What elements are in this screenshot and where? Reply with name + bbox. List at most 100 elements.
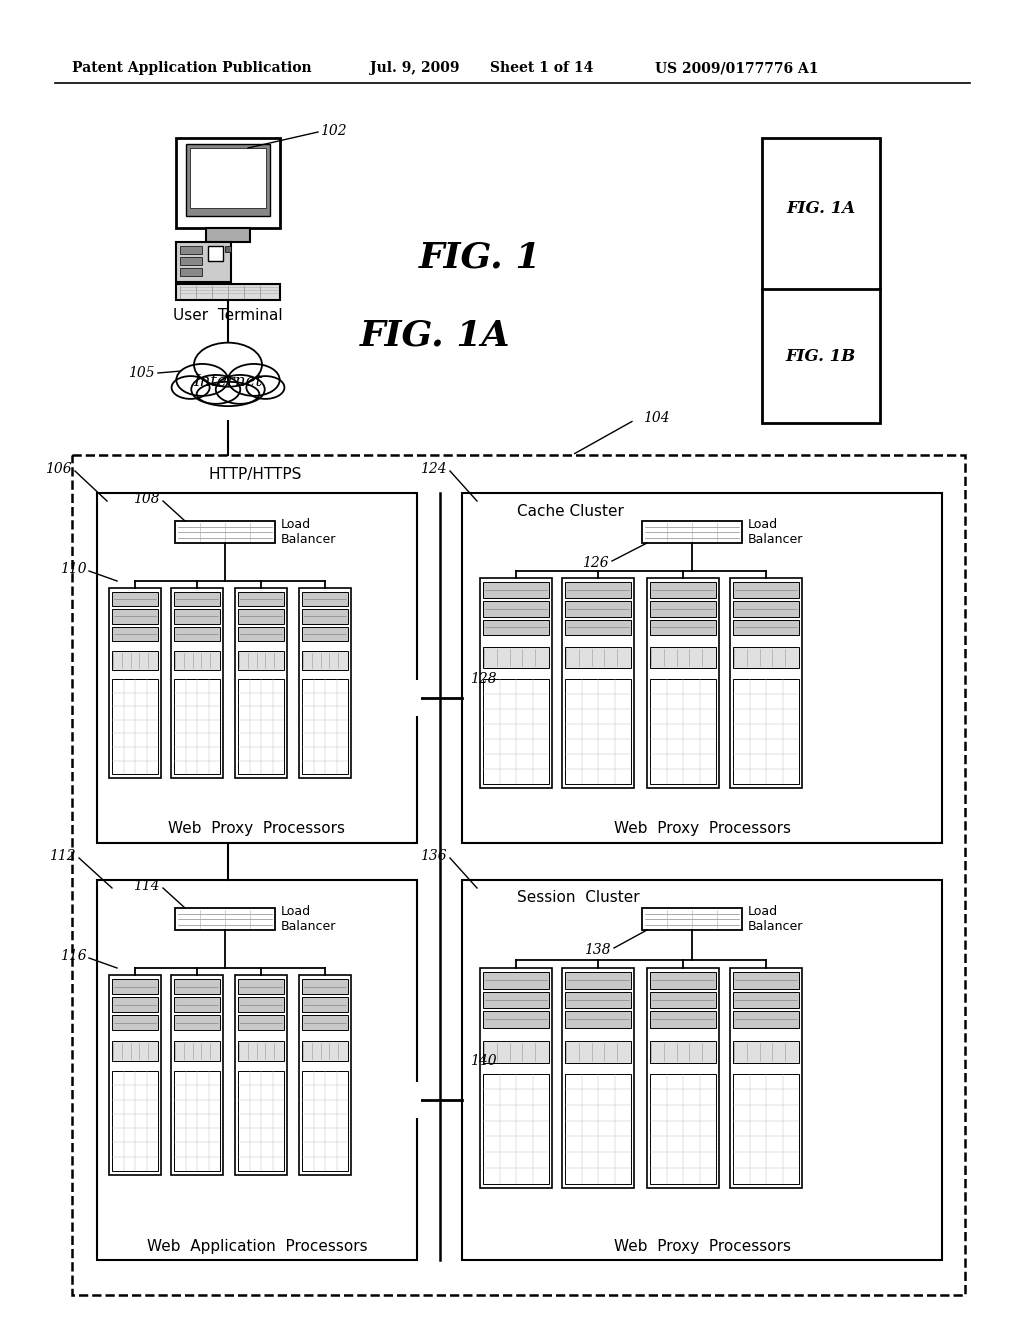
Text: Sheet 1 of 14: Sheet 1 of 14 [490,61,593,75]
Bar [302,979,348,994]
Bar [302,1071,348,1171]
Text: 126: 126 [583,556,609,570]
Bar [174,1015,220,1030]
Bar [302,651,348,669]
Text: 106: 106 [45,462,72,477]
Bar [302,627,348,640]
Text: Web  Application  Processors: Web Application Processors [146,1238,368,1254]
Bar [112,680,158,775]
Bar [483,678,549,784]
Bar [72,455,965,1295]
Text: 124: 124 [421,462,447,477]
Bar [176,242,231,282]
Bar [480,578,552,788]
Bar [238,591,284,606]
Text: 136: 136 [421,849,447,863]
Bar [238,1015,284,1030]
Bar [565,1011,631,1027]
Text: 138: 138 [585,942,611,957]
Text: 104: 104 [643,411,670,425]
Bar [415,1082,421,1118]
Bar [176,284,280,300]
Text: Patent Application Publication: Patent Application Publication [72,61,311,75]
Text: 110: 110 [60,562,87,576]
Text: FIG. 1A: FIG. 1A [359,318,510,352]
Bar [733,1040,799,1063]
Bar [180,268,202,276]
Bar [238,610,284,623]
Bar [234,975,287,1175]
Text: Load
Balancer: Load Balancer [281,517,336,546]
Bar [565,678,631,784]
Bar [112,979,158,994]
Bar [176,139,280,228]
Bar [112,997,158,1012]
Text: Web  Proxy  Processors: Web Proxy Processors [169,821,345,837]
Bar [175,521,275,543]
Bar [174,1071,220,1171]
Bar [302,591,348,606]
Text: Internet: Internet [194,374,262,391]
Bar [302,1041,348,1061]
Bar [650,1011,716,1027]
Bar [647,968,719,1188]
Bar [186,144,270,216]
Text: 116: 116 [60,949,87,964]
Bar [238,1041,284,1061]
Bar [733,582,799,598]
Bar [174,997,220,1012]
Bar [730,968,802,1188]
Text: HTTP/HTTPS: HTTP/HTTPS [208,467,302,483]
Bar [175,908,275,931]
Bar [650,991,716,1008]
Bar [483,601,549,616]
Bar [483,1011,549,1027]
Bar [565,991,631,1008]
Text: 128: 128 [470,672,497,686]
Bar [112,610,158,623]
Bar [208,246,223,261]
Bar [642,521,742,543]
Bar [562,578,634,788]
Bar [650,678,716,784]
Bar [730,578,802,788]
Bar [238,1071,284,1171]
Bar [565,647,631,668]
Bar [190,148,266,209]
Bar [650,601,716,616]
Bar [565,601,631,616]
Bar [733,991,799,1008]
Bar [480,968,552,1188]
Text: 112: 112 [49,849,76,863]
Bar [238,997,284,1012]
Text: Load
Balancer: Load Balancer [748,906,804,933]
Bar [483,619,549,635]
Bar [642,908,742,931]
Bar [650,647,716,668]
Text: User  Terminal: User Terminal [173,308,283,323]
Bar [174,1041,220,1061]
Bar [225,246,231,252]
Bar [97,492,417,843]
Bar [565,1040,631,1063]
Text: Session  Cluster: Session Cluster [517,891,640,906]
Text: Load
Balancer: Load Balancer [281,906,336,933]
Bar [174,610,220,623]
Bar [234,587,287,777]
Bar [483,972,549,989]
Text: FIG. 1A: FIG. 1A [786,201,856,216]
Bar [733,601,799,616]
Bar [238,680,284,775]
Bar [109,587,161,777]
Bar [733,972,799,989]
Bar [302,680,348,775]
Bar [299,587,351,777]
Bar [733,678,799,784]
Bar [462,880,942,1261]
Text: 140: 140 [470,1053,497,1068]
Text: 108: 108 [133,492,160,506]
Bar [171,975,223,1175]
Bar [302,610,348,623]
Bar [97,880,417,1261]
Bar [483,582,549,598]
